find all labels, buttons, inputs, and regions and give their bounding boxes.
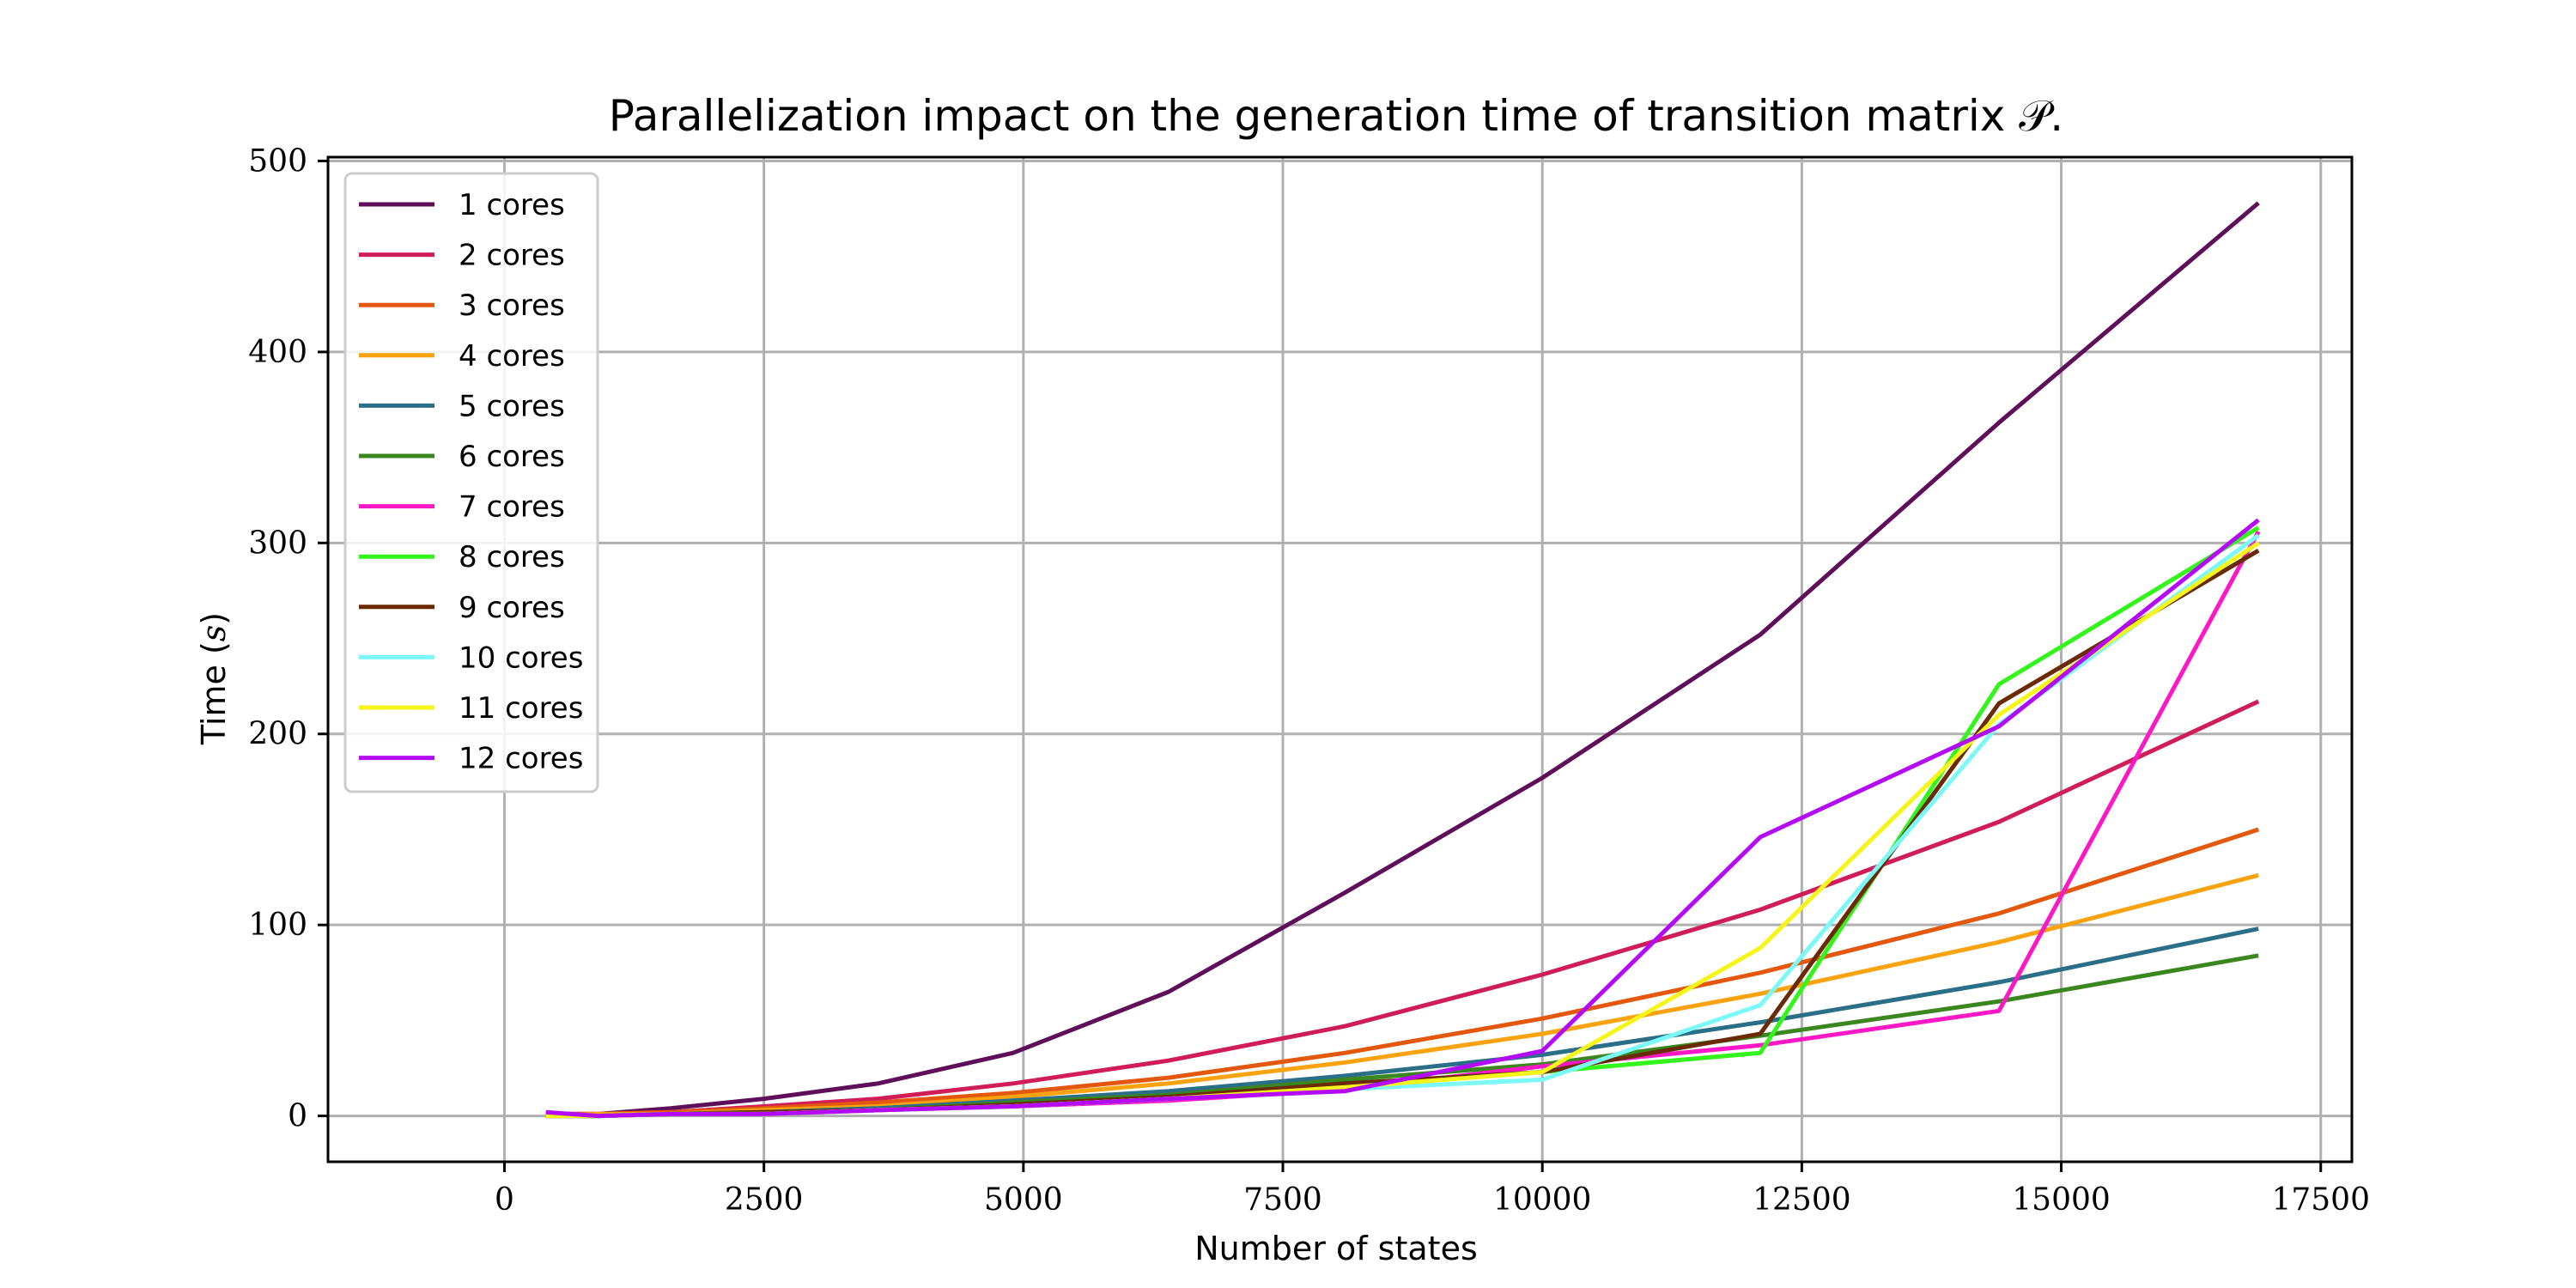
y-tick-label: 200 (248, 717, 307, 752)
series-line (545, 541, 2260, 1119)
legend-label: 7 cores (459, 490, 565, 525)
y-tick-label: 500 (248, 143, 307, 179)
legend-label: 3 cores (459, 289, 565, 323)
chart-title: Parallelization impact on the generation… (609, 91, 2063, 141)
series-lines (545, 201, 2261, 1119)
legend-label: 11 cores (459, 691, 583, 726)
y-axis-label-variable: s (195, 625, 233, 642)
y-axis-label-suffix: ) (195, 612, 233, 625)
y-tick-label: 300 (248, 526, 307, 561)
y-axis-label-prefix: Time ( (195, 641, 233, 745)
x-tick-label: 5000 (984, 1182, 1063, 1218)
x-tick-label: 7500 (1243, 1182, 1322, 1218)
y-tick-label: 100 (248, 908, 307, 943)
legend-label: 6 cores (459, 440, 565, 474)
legend-label: 1 cores (459, 188, 565, 222)
y-tick-label: 400 (248, 335, 307, 370)
x-tick-label: 12500 (1753, 1182, 1851, 1218)
series-line (545, 201, 2260, 1116)
x-tick-label: 15000 (2012, 1182, 2111, 1218)
legend: 1 cores 2 cores 3 cores 4 cores 5 cores 6 cor… (343, 172, 599, 793)
x-tick-label: 0 (495, 1182, 514, 1218)
legend-label: 8 cores (459, 540, 565, 574)
legend-box (343, 172, 599, 793)
series-line (545, 549, 2260, 1119)
series-line (545, 530, 2261, 1119)
grid-lines (328, 157, 2352, 1162)
legend-label: 2 cores (459, 239, 565, 273)
x-tick-label: 10000 (1493, 1182, 1592, 1218)
y-axis-label: Time (s) (195, 612, 233, 745)
legend-label: 4 cores (459, 339, 565, 374)
y-tick-label: 0 (288, 1099, 307, 1134)
series-line (545, 518, 2260, 1119)
x-axis-label: Number of states (1194, 1230, 1478, 1267)
legend-label: 9 cores (459, 591, 565, 625)
plot-frame (326, 155, 2354, 1163)
legend-label: 12 cores (459, 742, 583, 776)
x-tick-label: 17500 (2271, 1182, 2370, 1218)
legend-label: 5 cores (459, 389, 565, 423)
series-line (545, 533, 2260, 1119)
x-tick-label: 2500 (725, 1182, 804, 1218)
legend-label: 10 cores (459, 641, 583, 675)
axis-ticks: 0 2500 5000 7500 10000 12500 15000 17500 0 100 200… (248, 143, 2370, 1218)
